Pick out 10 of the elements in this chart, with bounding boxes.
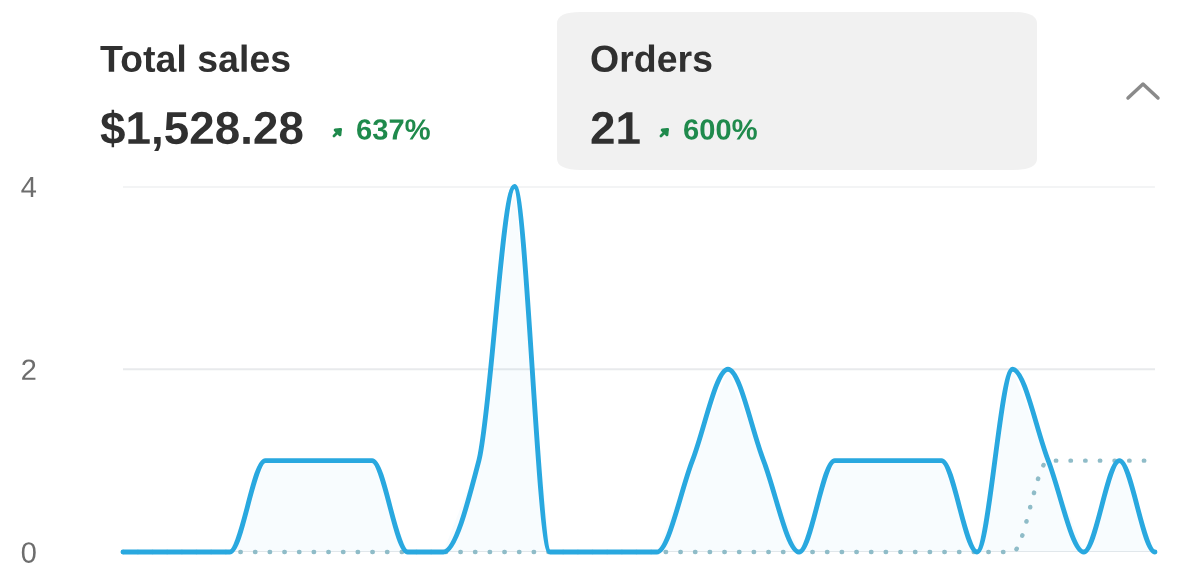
y-tick-label: 2 [22,359,36,380]
text: Orders [591,44,712,73]
text: Total sales [100,44,290,73]
text: 637% [357,119,430,140]
text: 21 [591,111,640,144]
text: 600% [684,119,757,140]
text: $1,528.28 [100,109,303,151]
y-tick-label: 4 [21,176,37,198]
y-tick-label: 0 [21,542,36,563]
line-series [120,184,1158,555]
